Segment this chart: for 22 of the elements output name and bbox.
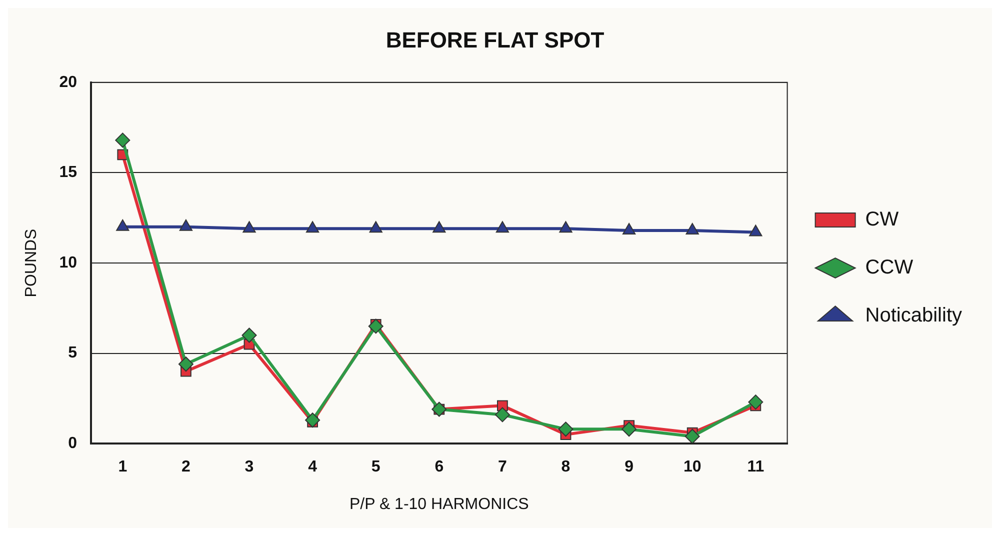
- y-tick-label: 10: [59, 254, 78, 272]
- x-tick-label: 9: [624, 458, 634, 476]
- legend-label: CW: [865, 208, 899, 231]
- legend-label: CCW: [865, 256, 914, 279]
- x-axis-title: P/P & 1-10 HARMONICS: [349, 496, 529, 513]
- x-tick-label: 1: [118, 458, 128, 476]
- x-tick-label: 6: [434, 458, 444, 476]
- y-tick-label: 0: [68, 435, 78, 452]
- x-tick-label: 3: [244, 458, 254, 476]
- x-tick-label: 10: [683, 458, 702, 476]
- x-tick-label: 4: [308, 458, 318, 476]
- legend-label: Noticability: [865, 304, 962, 327]
- y-tick-label: 5: [68, 344, 78, 362]
- chart-title: BEFORE FLAT SPOT: [386, 27, 605, 52]
- x-tick-label: 2: [181, 458, 190, 476]
- y-tick-label: 20: [59, 74, 78, 91]
- y-tick-label: 15: [59, 164, 78, 182]
- y-axis-title: POUNDS: [23, 228, 40, 298]
- x-tick-label: 7: [498, 458, 507, 476]
- x-tick-label: 8: [561, 458, 570, 476]
- x-tick-label: 5: [371, 458, 380, 476]
- x-tick-label: 11: [747, 458, 764, 476]
